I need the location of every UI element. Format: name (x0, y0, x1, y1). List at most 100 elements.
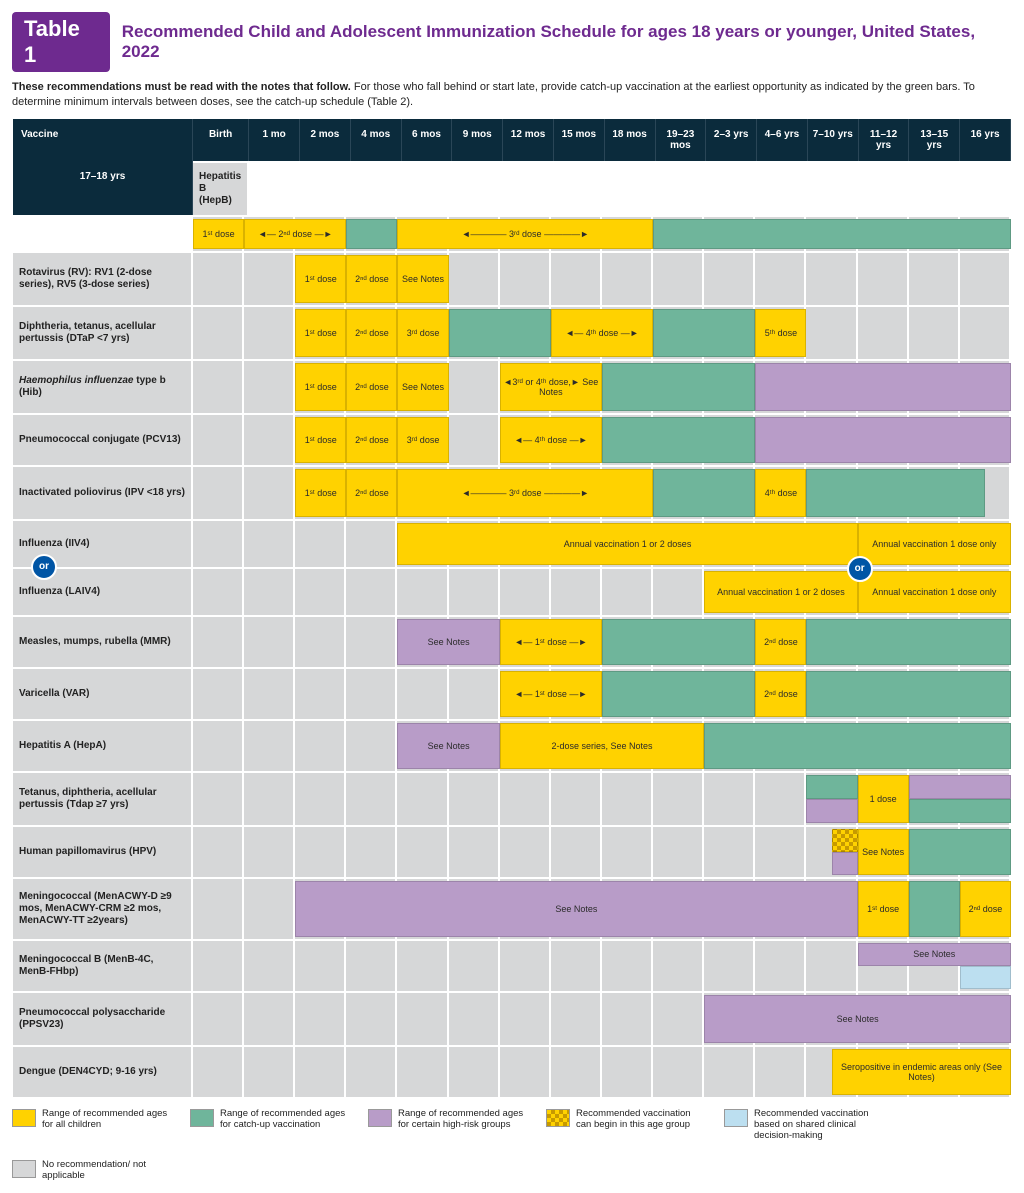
dose-bar: 2-dose series, See Notes (500, 723, 704, 769)
dose-bar (806, 775, 857, 799)
dose-bar (755, 417, 1011, 463)
dose-bar: ◄— 4ᵗʰ dose —► (500, 417, 602, 463)
or-badge: or (31, 554, 57, 580)
dose-bar (806, 619, 1010, 665)
vaccine-row-track: Seropositive in endemic areas only (See … (193, 1045, 1011, 1097)
vaccine-row-track: Annual vaccination 1 or 2 dosesAnnual va… (193, 519, 1011, 567)
dose-bar: 1ˢᵗ dose (858, 881, 909, 937)
subhead: These recommendations must be read with … (12, 80, 1012, 110)
vaccine-row-track: See Notes2-dose series, See Notes (193, 719, 1011, 771)
dose-bar: See Notes (397, 363, 448, 411)
legend-swatch (190, 1109, 214, 1127)
dose-bar: See Notes (397, 255, 448, 303)
col-header-age: 2 mos (300, 119, 351, 161)
dose-bar (653, 219, 1011, 249)
legend-item: Recommended vaccination based on shared … (724, 1108, 884, 1141)
dose-bar (602, 417, 755, 463)
or-badge: or (847, 556, 873, 582)
dose-bar: 2ⁿᵈ dose (346, 469, 397, 517)
dose-bar (909, 799, 1011, 823)
dose-bar (960, 966, 1011, 989)
col-header-age: 12 mos (503, 119, 554, 161)
col-header-age: 4 mos (351, 119, 402, 161)
legend-label: Range of recommended ages for certain hi… (398, 1108, 528, 1130)
dose-bar (832, 852, 858, 875)
dose-bar: ◄———— 3ʳᵈ dose ————► (397, 219, 653, 249)
dose-bar: 5ᵗʰ dose (755, 309, 806, 357)
vaccine-row-label: Meningococcal B (MenB-4C, MenB-FHbp) (13, 939, 193, 991)
dose-bar: 2ⁿᵈ dose (346, 309, 397, 357)
vaccine-row-track: 1 dose (193, 771, 1011, 825)
dose-bar: 1ˢᵗ dose (295, 255, 346, 303)
vaccine-row-label: Human papillomavirus (HPV) (13, 825, 193, 877)
vaccine-row-track: See Notes (193, 825, 1011, 877)
dose-bar: ◄———— 3ʳᵈ dose ————► (397, 469, 653, 517)
dose-bar (602, 671, 755, 717)
col-header-age: 11–12 yrs (859, 119, 910, 161)
dose-bar: 1 dose (858, 775, 909, 823)
dose-bar (704, 723, 1011, 769)
vaccine-row-track: ◄— 1ˢᵗ dose —►2ⁿᵈ dose (193, 667, 1011, 719)
legend-item: No recommendation/ not applicable (12, 1159, 172, 1181)
dose-bar (806, 799, 857, 823)
col-header-age: 15 mos (554, 119, 605, 161)
col-header-age: 19–23 mos (656, 119, 707, 161)
dose-bar: See Notes (295, 881, 857, 937)
vaccine-row-label: Measles, mumps, rubella (MMR) (13, 615, 193, 667)
dose-bar: ◄3ʳᵈ or 4ᵗʰ dose,► See Notes (500, 363, 602, 411)
vaccine-row-label: Pneumococcal conjugate (PCV13) (13, 413, 193, 465)
vaccine-row-track: 1ˢᵗ dose2ⁿᵈ doseSee Notes (193, 251, 1011, 305)
col-header-age: 16 yrs (960, 119, 1011, 161)
vaccine-row-label: Hepatitis B (HepB) (193, 161, 249, 215)
legend-swatch (546, 1109, 570, 1127)
dose-bar: Seropositive in endemic areas only (See … (832, 1049, 1011, 1095)
dose-bar: 1ˢᵗ dose (295, 469, 346, 517)
dose-bar: ◄— 1ˢᵗ dose —► (500, 671, 602, 717)
schedule-grid: VaccineBirth1 mo2 mos4 mos6 mos9 mos12 m… (12, 118, 1012, 1098)
dose-bar: Annual vaccination 1 dose only (858, 571, 1011, 613)
legend-swatch (12, 1160, 36, 1178)
dose-bar: Annual vaccination 1 or 2 doses (704, 571, 857, 613)
col-header-age: 1 mo (249, 119, 300, 161)
dose-bar (806, 671, 1010, 717)
col-header-age: 18 mos (605, 119, 656, 161)
dose-bar: 2ⁿᵈ dose (346, 363, 397, 411)
vaccine-row-label: Meningococcal (MenACWY-D ≥9 mos, MenACWY… (13, 877, 193, 939)
dose-bar: 3ʳᵈ dose (397, 309, 448, 357)
vaccine-row-label: Influenza (IIV4)or (13, 519, 193, 567)
col-header-vaccine: Vaccine (13, 119, 193, 161)
table-badge: Table 1 (12, 12, 110, 72)
subhead-bold: These recommendations must be read with … (12, 81, 351, 93)
legend-item: Range of recommended ages for all childr… (12, 1108, 172, 1130)
vaccine-row-label: Hepatitis A (HepA) (13, 719, 193, 771)
legend-label: No recommendation/ not applicable (42, 1159, 172, 1181)
legend-item: Range of recommended ages for catch-up v… (190, 1108, 350, 1130)
dose-bar: See Notes (858, 943, 1011, 966)
col-header-age: 4–6 yrs (757, 119, 808, 161)
title-row: Table 1 Recommended Child and Adolescent… (12, 12, 1012, 72)
col-header-age: Birth (193, 119, 249, 161)
dose-bar: ◄— 4ᵗʰ dose —► (551, 309, 653, 357)
dose-bar: Annual vaccination 1 dose only (858, 523, 1011, 565)
dose-bar: See Notes (397, 723, 499, 769)
col-header-age: 2–3 yrs (706, 119, 757, 161)
vaccine-row-label: Diphtheria, tetanus, acellular pertussis… (13, 305, 193, 359)
dose-bar (909, 829, 1011, 875)
vaccine-row-track: 1ˢᵗ dose2ⁿᵈ dose3ʳᵈ dose◄— 4ᵗʰ dose —► (193, 413, 1011, 465)
vaccine-row-track: 1ˢᵗ dose2ⁿᵈ dose3ʳᵈ dose◄— 4ᵗʰ dose —►5ᵗ… (193, 305, 1011, 359)
vaccine-row-track: 1ˢᵗ dose2ⁿᵈ doseSee Notes◄3ʳᵈ or 4ᵗʰ dos… (193, 359, 1011, 413)
vaccine-row-track: See Notes (193, 991, 1011, 1045)
title-text: Recommended Child and Adolescent Immuniz… (122, 22, 1012, 62)
dose-bar (653, 309, 755, 357)
vaccine-row-track: 1ˢᵗ dose◄— 2ⁿᵈ dose —►◄———— 3ʳᵈ dose ———… (193, 215, 1011, 251)
legend-item: Range of recommended ages for certain hi… (368, 1108, 528, 1130)
col-header-age: 17–18 yrs (13, 161, 193, 215)
dose-bar: 2ⁿᵈ dose (346, 417, 397, 463)
vaccine-row-track: See Notes1ˢᵗ dose 2ⁿᵈ dose (193, 877, 1011, 939)
dose-bar: See Notes (397, 619, 499, 665)
dose-bar: 1ˢᵗ dose (193, 219, 244, 249)
dose-bar: Annual vaccination 1 or 2 doses (397, 523, 857, 565)
col-header-age: 9 mos (452, 119, 503, 161)
dose-bar (909, 881, 960, 937)
dose-bar: 2ⁿᵈ dose (960, 881, 1011, 937)
